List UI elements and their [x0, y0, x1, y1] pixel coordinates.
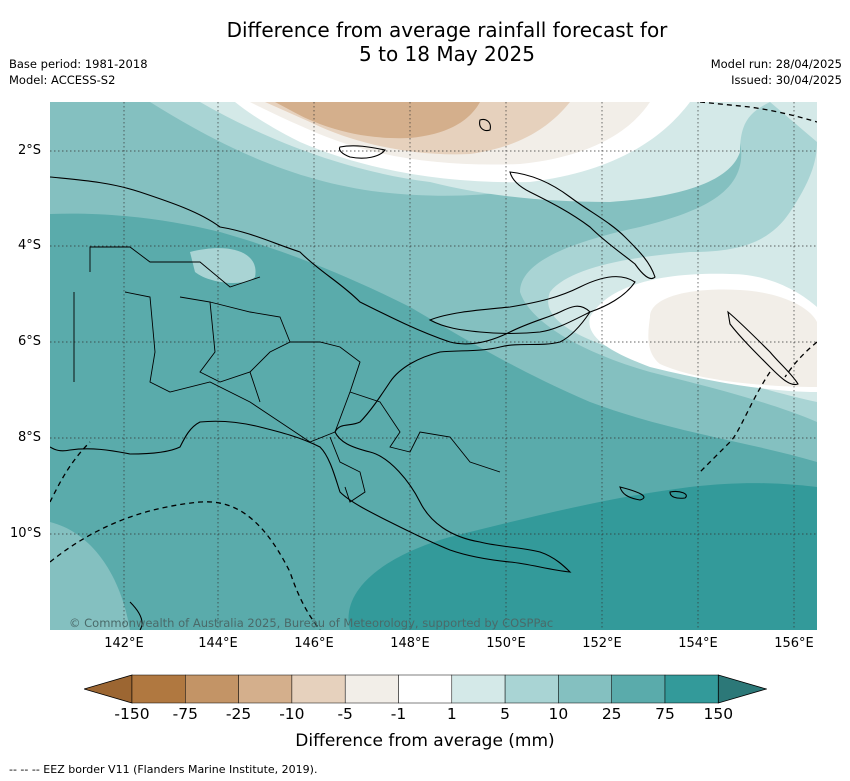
colorbar-tick-label: 150 [703, 705, 734, 723]
colorbar-tick-label: 1 [446, 705, 457, 723]
lat-label-10s: 10°S [10, 526, 42, 541]
colorbar-swatch [451, 674, 506, 704]
torres-strait-coast [129, 601, 143, 630]
lon-label-152e: 152°E [582, 636, 622, 651]
new-guinea-coast [50, 176, 591, 573]
new-ireland-coast [509, 171, 656, 280]
lat-label-2s: 2°S [18, 143, 42, 158]
province-borders [73, 246, 501, 503]
colorbar-tick-label: 75 [655, 705, 675, 723]
lat-label-6s: 6°S [18, 334, 42, 349]
colorbar-title: Difference from average (mm) [295, 731, 555, 751]
colorbar-tick-label: 5 [500, 705, 511, 723]
model-name: Model: ACCESS-S2 [9, 73, 116, 87]
colorbar-tick-label: 10 [548, 705, 569, 723]
rainfall-map: © Commonwealth of Australia 2025, Bureau… [50, 102, 817, 630]
map-canvas: © Commonwealth of Australia 2025, Bureau… [50, 102, 817, 630]
meta-right: Model run: 28/04/2025 Issued: 30/04/2025 [711, 56, 842, 88]
colorbar-tick-label: -5 [337, 705, 353, 723]
colorbar [84, 674, 767, 704]
eez-legend: -- -- -- EEZ border V11 (Flanders Marine… [9, 763, 318, 776]
lon-label-142e: 142°E [104, 636, 144, 651]
coastlines [50, 118, 799, 630]
band-5-10-west [190, 248, 256, 284]
colorbar-swatch [504, 674, 559, 704]
colorbar-swatch [558, 674, 612, 704]
colorbar-tick-label: -25 [225, 705, 252, 723]
colorbar-swatch [664, 674, 719, 704]
band-10-25-sw [50, 522, 130, 630]
colorbar-arrow-high [717, 674, 767, 704]
lon-label-148e: 148°E [390, 636, 430, 651]
bougainville-coast [727, 310, 799, 386]
band-minus1-minus5-east [648, 289, 817, 387]
issued-date: Issued: 30/04/2025 [731, 73, 842, 87]
colorbar-swatch [185, 674, 239, 704]
colorbar-swatch [238, 674, 293, 704]
colorbar-swatch [344, 674, 399, 704]
lon-label-144e: 144°E [198, 636, 238, 651]
lon-label-150e: 150°E [486, 636, 526, 651]
woodlark-coast [669, 490, 687, 499]
new-britain-coast [428, 276, 636, 335]
title-line-1: Difference from average rainfall forecas… [226, 18, 668, 42]
colorbar-arrow-low [84, 674, 133, 704]
colorbar-tick-label: -1 [390, 705, 407, 723]
copyright-text: © Commonwealth of Australia 2025, Bureau… [69, 616, 553, 630]
band-75-150 [348, 483, 817, 630]
meta-left: Base period: 1981-2018 Model: ACCESS-S2 [9, 56, 148, 88]
colorbar-tick-label: -150 [114, 705, 150, 723]
eez-borders [50, 102, 817, 630]
manus-coast [338, 145, 386, 159]
colorbar-tick-label: -75 [172, 705, 198, 723]
lat-label-4s: 4°S [18, 238, 42, 253]
colorbar-tick-label: 25 [601, 705, 622, 723]
base-period: Base period: 1981-2018 [9, 57, 148, 71]
lon-label-146e: 146°E [294, 636, 334, 651]
bismarck-islands-coast [479, 118, 491, 132]
colorbar-swatch [131, 674, 186, 704]
colorbar-swatch [398, 674, 453, 704]
graticule [50, 102, 817, 630]
lon-label-154e: 154°E [678, 636, 718, 651]
title-line-2: 5 to 18 May 2025 [359, 42, 535, 66]
colorbar-swatch [291, 674, 346, 704]
colorbar-swatch [611, 674, 666, 704]
band-minus10-minus25 [275, 102, 480, 139]
lat-label-8s: 8°S [18, 430, 42, 445]
model-run: Model run: 28/04/2025 [710, 57, 842, 71]
louisiade-coast [619, 486, 645, 501]
map-title: Difference from average rainfall forecas… [0, 18, 850, 66]
lon-label-156e: 156°E [774, 636, 814, 651]
colorbar-tick-label: -10 [279, 705, 305, 723]
